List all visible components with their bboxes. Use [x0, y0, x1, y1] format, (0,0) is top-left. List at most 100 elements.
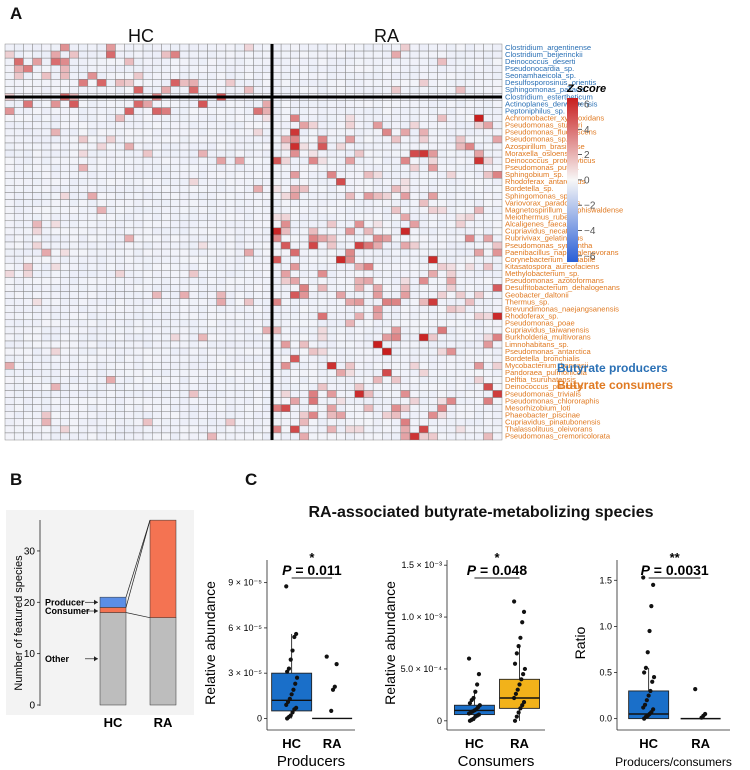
heatmap-cell [124, 291, 135, 299]
heatmap-cell [400, 178, 411, 186]
heatmap-cell [161, 142, 171, 151]
heatmap-cell [152, 213, 162, 222]
heatmap-cell [382, 277, 392, 285]
heatmap-cell [225, 171, 236, 179]
heatmap-cell [354, 206, 365, 214]
panel-b-ylabel: Number of featured species [13, 555, 25, 691]
heatmap-cell [409, 248, 420, 257]
heatmap-cell [115, 192, 125, 200]
heatmap-cell [326, 79, 337, 87]
heatmap-cell [23, 57, 33, 66]
heatmap-cell [4, 64, 15, 73]
heatmap-cell [244, 312, 254, 321]
heatmap-cell [41, 135, 52, 144]
heatmap-cell [87, 50, 98, 59]
heatmap-cell [409, 178, 420, 186]
heatmap-cell [418, 107, 429, 115]
heatmap-cell [437, 291, 448, 299]
heatmap-cell [372, 319, 383, 328]
heatmap-cell [106, 100, 116, 108]
heatmap-cell [345, 432, 355, 441]
heatmap-cell [345, 270, 355, 278]
heatmap-cell [253, 234, 263, 243]
heatmap-cell [363, 298, 374, 306]
heatmap-cell [59, 404, 70, 412]
data-point [699, 715, 704, 720]
heatmap-cell [317, 192, 328, 200]
heatmap-cell [354, 354, 365, 363]
heatmap-cell [372, 241, 383, 250]
heatmap-cell [446, 64, 457, 73]
heatmap-cell [400, 305, 411, 313]
heatmap-cell [59, 163, 70, 172]
heatmap-cell [50, 418, 61, 427]
heatmap-cell [142, 192, 153, 200]
heatmap-cell [464, 64, 475, 73]
heatmap-cell [142, 404, 153, 412]
heatmap-cell [299, 234, 309, 243]
heatmap-cell [133, 128, 144, 137]
heatmap-cell [363, 411, 374, 420]
heatmap-cell [59, 50, 70, 59]
heatmap-cell [253, 326, 263, 335]
heatmap-cell [124, 347, 135, 356]
box-iqr [271, 672, 313, 712]
heatmap-cell [78, 305, 89, 313]
heatmap-cell [133, 149, 144, 158]
heatmap-cell [161, 376, 171, 384]
heatmap-cell [161, 64, 171, 73]
heatmap-cell [188, 100, 199, 108]
data-point [285, 716, 290, 721]
heatmap-cell [326, 57, 337, 66]
heatmap-row-label: Deinococcus_puniceus [505, 382, 583, 391]
heatmap-cell [400, 185, 411, 193]
heatmap-cell [188, 121, 199, 130]
heatmap-cell [409, 185, 420, 193]
b-label-producer: Producer [45, 597, 85, 607]
heatmap-cell [290, 270, 300, 278]
heatmap-cell [336, 397, 346, 405]
heatmap-cell [253, 163, 263, 172]
data-point [518, 706, 523, 711]
heatmap-cell [50, 425, 61, 434]
heatmap-cell [474, 79, 484, 87]
heatmap-cell [87, 277, 98, 285]
heatmap-cell [23, 192, 33, 200]
heatmap-cell [418, 79, 429, 87]
heatmap-cell [188, 277, 199, 285]
heatmap-cell [253, 376, 263, 384]
heatmap-cell [50, 383, 61, 391]
heatmap-cell [225, 248, 236, 257]
heatmap-cell [409, 220, 420, 229]
b-label-other: Other [45, 654, 70, 664]
heatmap-cell [23, 135, 33, 144]
heatmap-cell [198, 340, 208, 349]
heatmap-cell [124, 425, 135, 434]
heatmap-cell [428, 291, 438, 299]
heatmap-cell [50, 376, 61, 384]
heatmap-cell [161, 199, 171, 207]
stacked-bar-consumer [149, 519, 177, 618]
heatmap-cell [69, 114, 79, 123]
heatmap-cell [96, 121, 107, 130]
heatmap-cell [354, 340, 365, 349]
heatmap-cell [133, 107, 144, 115]
heatmap-cell [492, 107, 503, 115]
heatmap-cell [106, 241, 116, 250]
heatmap-cell [391, 79, 401, 87]
heatmap-cell [142, 220, 153, 229]
heatmap-cell [253, 340, 263, 349]
heatmap-cell [244, 361, 254, 370]
heatmap-cell [152, 199, 162, 207]
heatmap-cell [437, 397, 448, 405]
heatmap-cell [133, 291, 144, 299]
heatmap-cell [13, 114, 24, 123]
heatmap-cell [299, 192, 309, 200]
heatmap-cell [188, 284, 199, 292]
heatmap-cell [290, 114, 300, 123]
heatmap-cell [234, 128, 245, 137]
heatmap-cell [253, 418, 263, 427]
heatmap-row-label: Achromobacter_xylosoxidans [505, 114, 604, 123]
heatmap-cell [391, 135, 401, 144]
heatmap-cell [299, 326, 309, 335]
